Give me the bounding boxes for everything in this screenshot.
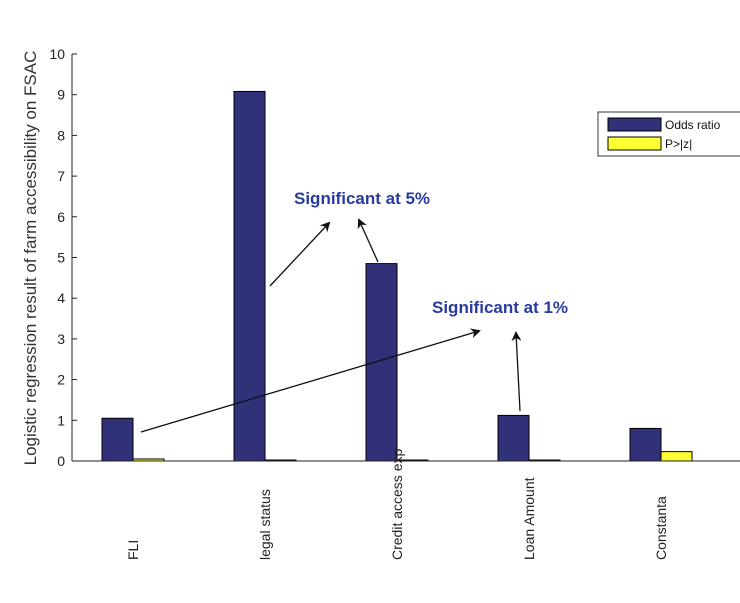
y-tick-label: 6 <box>57 209 65 225</box>
bar-odds-ratio-2 <box>365 263 398 462</box>
legend-swatch-odds-ratio <box>607 117 662 132</box>
legend-swatch-p-value <box>607 136 662 151</box>
y-tick-label: 10 <box>49 46 65 62</box>
arrow-to-1pct-from-loan-amount <box>511 331 522 412</box>
category-labels: FLI legal status Credit access exp Loan Amo… <box>125 449 669 560</box>
y-tick-label: 1 <box>57 412 65 428</box>
arrow-to-1pct-from-fli <box>140 328 481 433</box>
bar-odds-ratio-4 <box>629 427 662 462</box>
category-label: Credit access exp <box>389 449 405 560</box>
y-tick-label: 3 <box>57 331 65 347</box>
legend-label-p-value: P>|z| <box>665 137 692 151</box>
legend-label-odds-ratio: Odds ratio <box>665 118 721 132</box>
category-label: Constanta <box>653 496 669 560</box>
y-tick-label: 9 <box>57 87 65 103</box>
y-tick-label: 8 <box>57 127 65 143</box>
y-axis-ticks: 0 1 2 3 4 5 6 7 8 9 10 <box>49 46 77 469</box>
arrow-to-5pct-from-legal-status <box>269 221 331 287</box>
category-label: legal status <box>257 489 273 560</box>
y-tick-label: 5 <box>57 250 65 266</box>
bar-odds-ratio-3 <box>497 414 530 462</box>
y-tick-label: 0 <box>57 453 65 469</box>
annotation-significant-1: Significant at 1% <box>432 298 568 317</box>
annotation-significant-5: Significant at 5% <box>294 189 430 208</box>
bar-odds-ratio-1 <box>233 90 266 462</box>
y-tick-label: 4 <box>57 290 65 306</box>
legend: Odds ratio P>|z| <box>597 111 740 157</box>
bar-odds-ratio-0 <box>101 417 134 462</box>
bar-p-value-4 <box>660 451 693 462</box>
y-tick-label: 7 <box>57 168 65 184</box>
y-tick-label: 2 <box>57 372 65 388</box>
y-axis-label: Logistic regression result of farm acces… <box>21 51 40 466</box>
arrow-to-5pct-from-credit-access <box>357 218 379 263</box>
category-label: FLI <box>125 540 141 560</box>
category-label: Loan Amount <box>521 477 537 560</box>
